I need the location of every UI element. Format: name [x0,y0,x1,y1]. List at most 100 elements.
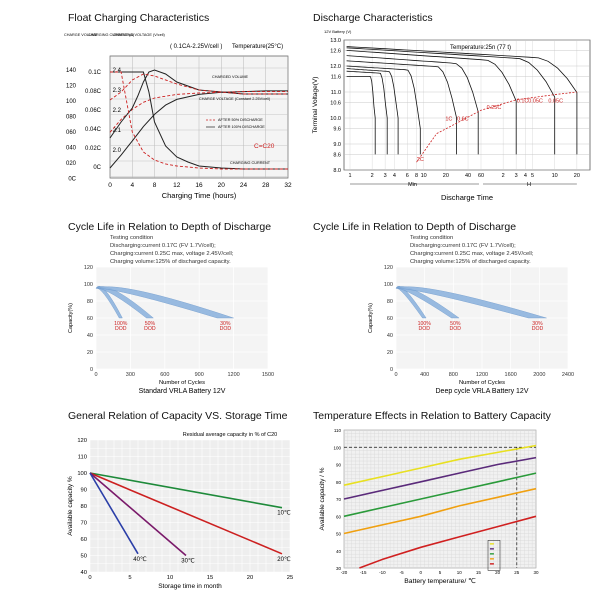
cycle-deep-dod-band [395,286,547,319]
storage-x-tick: 15 [207,575,213,581]
discharge-plot-area [343,39,591,171]
discharge-x-tick: 10 [421,173,427,179]
charging-voltage-tick: 2.1 [113,128,122,134]
temp-series-line [343,472,537,518]
storage-series-label: 30℃ [181,558,195,565]
storage-series-label: 10℃ [277,510,291,517]
discharge-y-tick: 12.6 [330,48,341,54]
float-x-tick: 32 [284,182,292,189]
charge-volume-tick: 140 [66,68,77,74]
temperature-panel: Temperature Effects in Relation to Batte… [300,400,590,595]
cycle-std-x-tick: 0 [94,372,97,378]
storage-series-label: 40℃ [133,556,147,563]
charging-voltage-tick: 2.0 [113,148,122,154]
storage-series-line [89,472,283,555]
temp-legend-box [487,540,501,571]
cycle-std-dod-band [95,286,234,319]
cycle-std-testing-condition: Testing condition [110,235,153,241]
temp-x-tick: 20 [495,570,501,575]
float-x-tick: 8 [153,182,157,189]
cycle-std-y-tick: 40 [87,333,93,339]
discharge-curve-label: 0.1C [517,98,529,104]
storage-series-line [89,472,187,557]
cycle-deep-testing-condition: Charging:current 0.25C max, voltage 2.45… [410,251,534,257]
cycle-deep-testing-condition: Discharging:current 0.17C (FV 1.7V/cell)… [410,243,516,249]
charging-current-header: CHARGING CURRENT (A) [88,33,135,37]
cycle-deep-x-tick: 1600 [505,372,517,378]
discharge-title: Discharge Characteristics [313,12,433,24]
temp-x-tick: 10 [457,570,463,575]
float-x-tick: 28 [262,182,270,189]
cycle-deep-y-tick: 40 [387,333,393,339]
cycle-deep-panel: Cycle Life in Relation to Depth of Disch… [300,205,590,400]
storage-x-tick: 0 [88,575,91,581]
discharge-x-tick: 3 [384,173,387,179]
charging-current-tick: 0.1C [88,70,101,76]
discharge-y-tick: 8.6 [333,152,341,158]
charge-volume-tick: 040 [66,146,77,152]
ann-charged-volume: CHARGED VOLUME [212,75,249,79]
discharge-curve-label: 0.25C [487,105,502,111]
cycle-deep-testing-condition: Charging volume:125% of discharged capac… [410,259,531,265]
float-x-tick: 12 [173,182,181,189]
charge-volume-tick: 100 [66,99,77,105]
float-charging-title: Float Charging Characteristics [68,12,210,24]
discharge-curve-label: 0.6C [457,117,469,123]
temp-y-tick: 30 [336,566,342,571]
ann-after-100: AFTER 100% DISCHARGE [218,125,265,129]
ann-after-50: AFTER 50% DISCHARGE [218,118,263,122]
cycle-std-testing-condition: Charging volume:125% of discharged capac… [110,259,231,265]
discharge-curve-label: 1C [445,117,452,123]
cycle-std-y-tick: 0 [90,367,93,373]
discharge-x-label: Discharge Time [441,193,493,202]
discharge-curve-label: 2C [417,157,424,163]
cycle-std-testing-condition: Charging:current 0.25C max, voltage 2.45… [110,251,234,257]
min-label: Min [408,182,417,188]
float-x-tick: 24 [240,182,248,189]
storage-y-tick: 60 [81,537,87,543]
discharge-x-tick: 4 [524,173,527,179]
charging-current-tick: 0.08C [85,89,102,95]
float-condition: ( 0.1CA-2.25V/cell ) [170,44,222,50]
storage-x-tick: 10 [167,575,173,581]
discharge-x-tick: 1 [348,173,351,179]
charge-volume-tick: 060 [66,130,77,136]
cycle-deep-y-tick: 60 [387,316,393,322]
cycle-std-y-tick: 80 [87,299,93,305]
cycle-deep-y-label: Capacity(%) [368,303,374,333]
charge-volume-tick: 020 [66,161,77,167]
float-x-label: Charging Time (hours) [162,191,237,200]
cycle-deep-dod-label: DOD [450,326,462,332]
cycle-deep-y-tick: 120 [384,265,393,271]
end-voltage-line [416,91,577,163]
cycle-std-subtitle: Standard VRLA Battery 12V [139,388,226,395]
cycle-std-y-tick: 20 [87,350,93,356]
cycle-std-x-label: Number of Cycles [159,380,205,386]
cycle-deep-dod-label: DOD [419,326,431,332]
storage-panel: General Relation of Capacity VS. Storage… [0,400,293,595]
temp-x-tick: 25 [514,570,520,575]
cycle-std-dod-label: 30% [220,321,231,327]
voltage-after-50-line [109,73,288,101]
storage-x-label: Storage time in month [158,583,222,590]
temp-y-tick: 40 [336,549,342,554]
discharge-curve-label: 0.05C [548,98,563,104]
float-x-tick: 16 [195,182,203,189]
charging-voltage-tick: 2.4 [113,68,122,74]
temp-x-tick: -5 [400,570,404,575]
discharge-y-tick: 10.6 [330,100,341,106]
cycle-deep-x-tick: 2400 [562,372,574,378]
temp-y-tick: 110 [334,428,342,433]
cycle-deep-y-tick: 100 [384,282,393,288]
storage-y-tick: 90 [81,488,87,494]
temp-y-tick: 60 [336,514,342,519]
temp-x-tick: 15 [476,570,482,575]
storage-y-tick: 40 [81,570,87,576]
discharge-x-tick: 40 [465,173,471,179]
storage-x-tick: 5 [128,575,131,581]
discharge-y-tick: 9.6 [333,126,341,132]
temp-y-tick: 80 [336,480,342,485]
cycle-standard-chart: Testing condition Discharging:current 0.1… [68,235,274,395]
discharge-curve [346,68,399,155]
temp-x-label: Battery temperature/ ℃ [404,578,476,585]
